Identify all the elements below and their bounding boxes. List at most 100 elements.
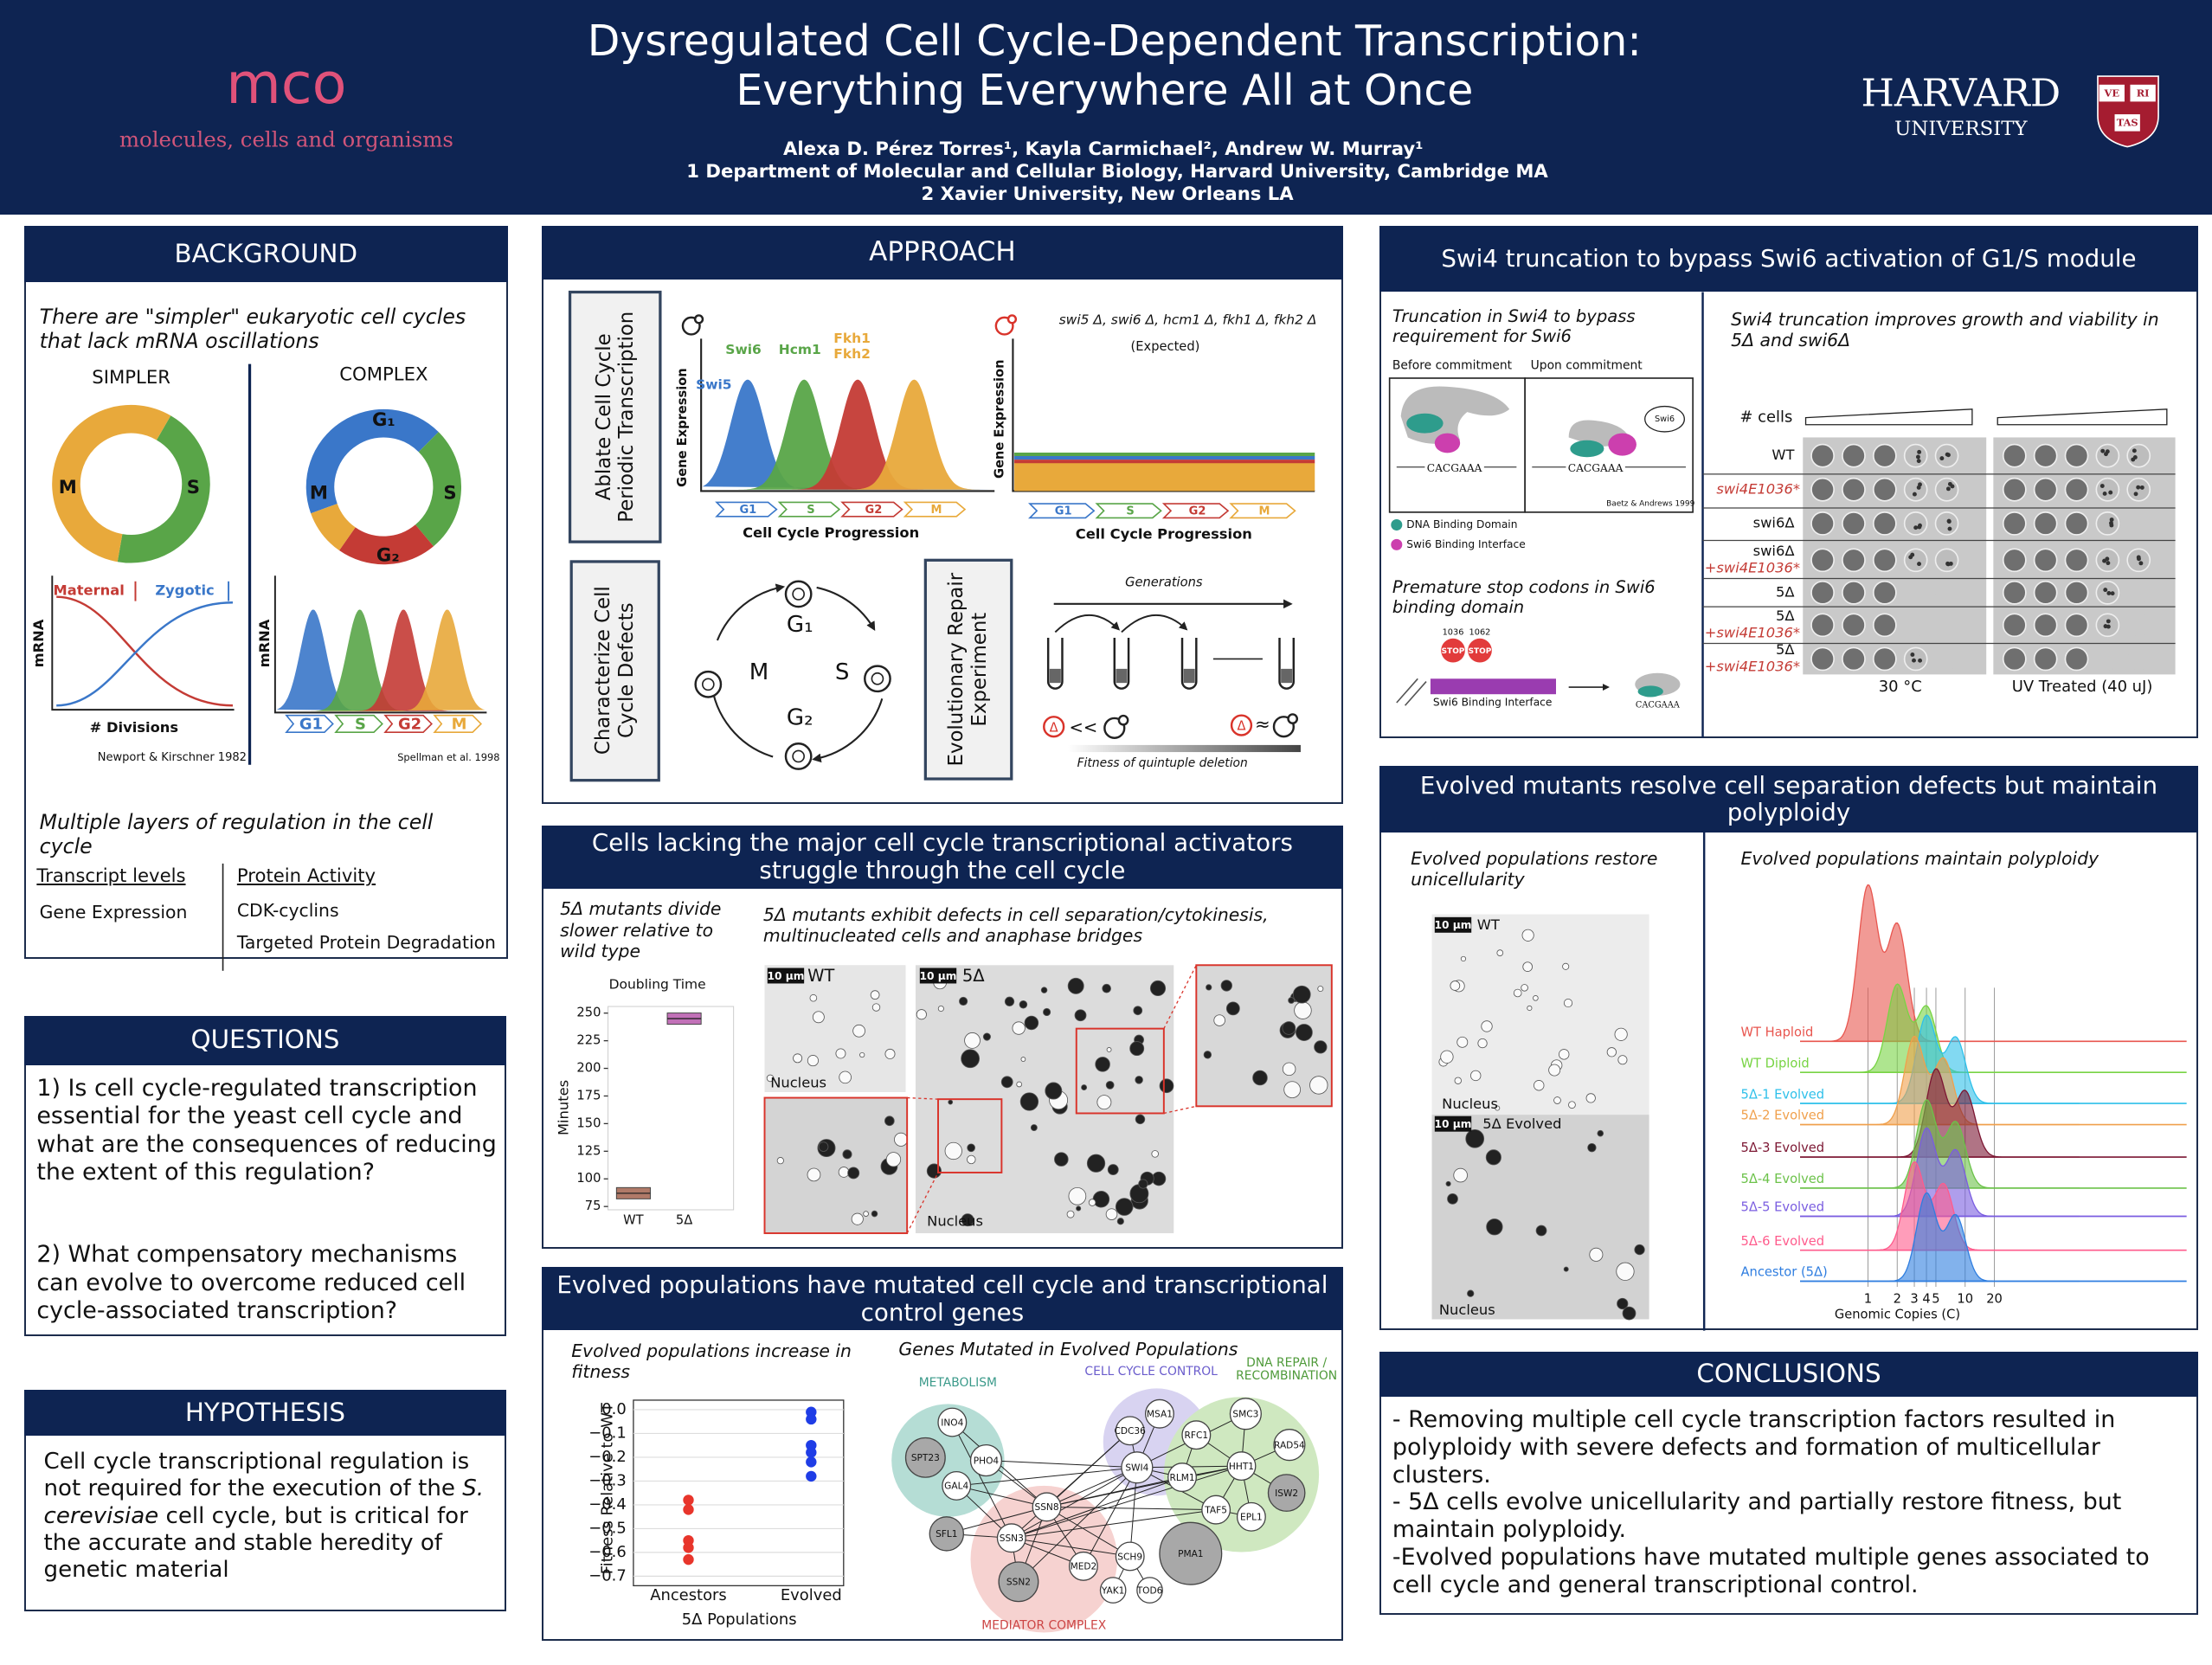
colony [1947,526,1952,531]
cell [1213,1014,1225,1026]
strain-label: 5Δ [1776,583,1795,600]
cell [894,1132,909,1147]
colony [1916,459,1921,464]
legend-swatch [1391,519,1403,531]
cell [1067,977,1084,994]
colony [2109,521,2113,525]
cell [1000,1076,1013,1089]
spot [2127,511,2151,535]
cells-panel-bar [541,825,1343,889]
x-tick-label: 1 [1864,1292,1872,1307]
factor-label: Fkh1 [833,331,871,346]
label: S [835,659,850,685]
peak [702,379,993,490]
network-node [937,1407,968,1437]
colony [2106,591,2112,595]
cell [1292,985,1311,1004]
point [806,1470,817,1482]
network-node [1273,1429,1306,1462]
cycle-arrow [716,583,786,641]
phase-label: G2 [398,715,421,733]
peak [702,379,993,490]
step-label: Ablate Cell Cycle Periodic Transcription [592,311,638,523]
strain-label: swi6Δ [1753,514,1796,530]
label: 10 µm [767,970,804,982]
y-tick-label: 175 [576,1088,601,1102]
spot [1904,581,1927,604]
panel-title: Cells lacking the major cell cycle trans… [591,828,1293,885]
colony [2131,457,2136,462]
node-label: SSN2 [1006,1578,1031,1588]
label: Nucleus [770,1075,826,1091]
network-node [1144,1398,1174,1429]
scale-bar [1434,916,1472,933]
panel-title: QUESTIONS [190,1025,340,1055]
y-tick-label: −0.6 [588,1543,627,1561]
nucleus-icon [871,672,884,685]
label: G₂ [787,704,813,730]
swi6-interface [1434,433,1461,453]
cell [1135,1114,1146,1125]
shield-book [2130,84,2156,102]
conclusion-item: -Evolved populations have mutated multip… [1392,1543,2150,1598]
text: 2) What compensatory mechanisms can evol… [36,1241,466,1325]
node-label: HHT1 [1229,1462,1254,1472]
spot [2033,511,2058,536]
text: Multiple layers of regulation in the cel… [39,809,434,859]
network-edge [1083,1467,1138,1567]
cell [1465,1128,1485,1148]
logo: mco [226,51,346,117]
tube-fill [1049,668,1061,684]
motif-bg [1566,461,1625,474]
spot [1903,646,1928,672]
spot [2126,477,2151,502]
approach-panel-bar [541,225,1343,280]
factor-label: Swi5 [696,377,731,393]
network-node [1201,1495,1231,1525]
cell [1012,1021,1026,1035]
label: (Expected) [1131,339,1200,354]
colony [2138,561,2144,566]
x-tick-label: 2 [1894,1292,1901,1307]
dna-binding [1570,440,1604,458]
logo-subtitle: molecules, cells and organisms [119,127,453,152]
network-edge [1046,1506,1217,1511]
label: # Divisions [90,719,178,736]
text: Evolved populations increase in fitness [571,1340,852,1383]
panel-title: Evolved mutants resolve cell separation … [1419,770,2158,827]
spot [1872,646,1897,672]
cell [851,1212,864,1225]
spot [1872,477,1897,502]
label: M [749,659,769,685]
cell [1460,955,1467,962]
node-label: SSN3 [1000,1533,1024,1544]
y-tick-label: −0.2 [588,1448,627,1466]
spot [1842,613,1866,638]
network-node [1032,1492,1062,1522]
spot [2127,581,2151,604]
cell [967,1143,975,1153]
spot [2095,443,2120,468]
shield-book [2099,84,2125,102]
micrograph [1431,1115,1649,1320]
y-tick-label: 250 [576,1006,601,1020]
spot [1935,647,1958,671]
cell [961,1213,974,1227]
network-node [1159,1521,1223,1585]
point [806,1447,817,1458]
scale-bar [767,968,805,984]
spot [1810,613,1835,638]
network-edge [1018,1467,1138,1583]
cell [1485,1149,1501,1166]
questions-panel-bar [23,1015,507,1065]
phase-label: S [807,504,814,517]
evolved-panel-bar [541,1266,1343,1331]
shield-book [2114,114,2140,132]
hypothesis-text: Cell cycle transcriptional regulation is… [44,1449,496,1584]
tube-fill [1281,668,1293,684]
label: M [310,482,328,504]
phase-arrow [334,714,383,734]
network-edge [956,1467,1137,1487]
cell [1095,1057,1110,1072]
cell [1288,997,1295,1004]
